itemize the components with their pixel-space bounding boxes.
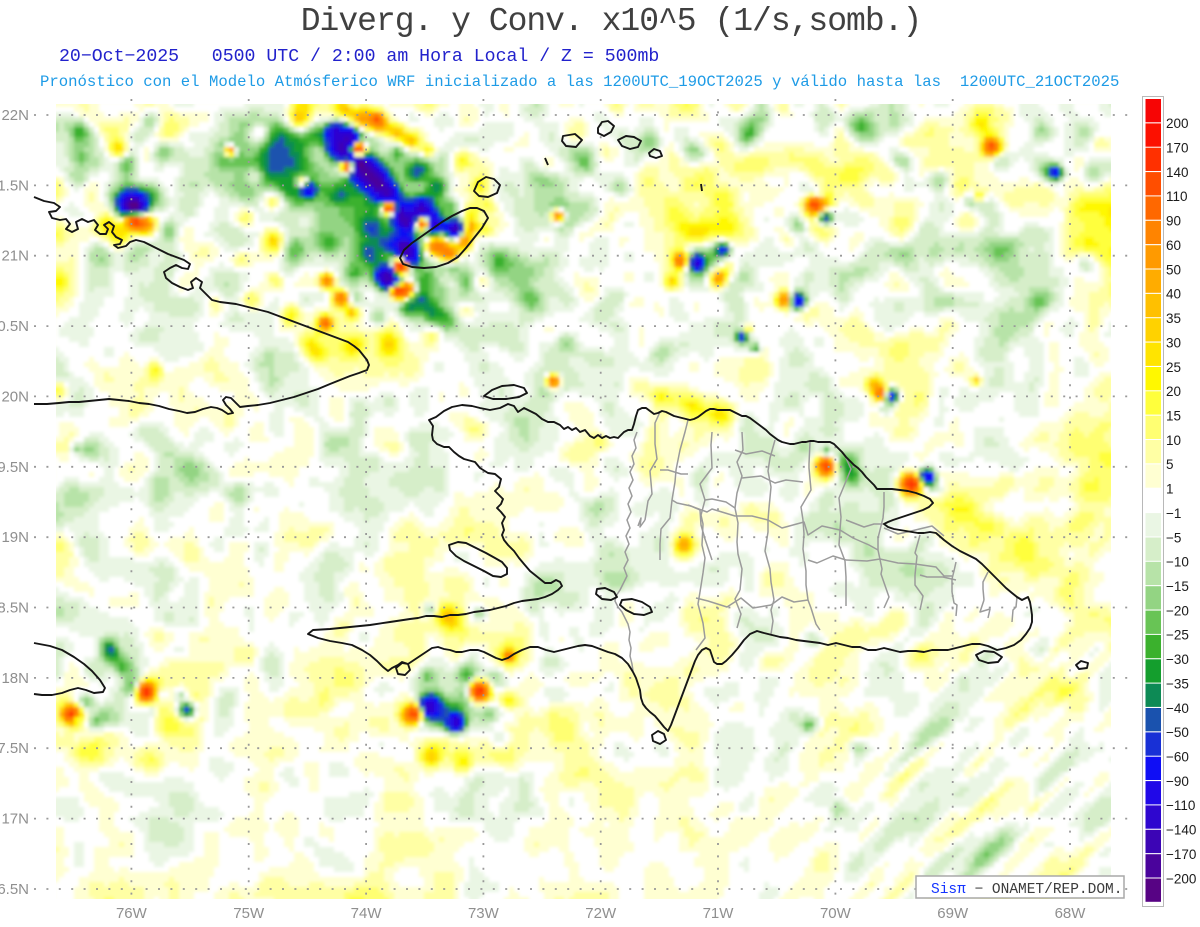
svg-text:10: 10 (1166, 433, 1181, 448)
svg-text:−140: −140 (1166, 823, 1196, 838)
svg-text:9.5N: 9.5N (0, 459, 29, 476)
svg-text:30: 30 (1166, 335, 1181, 350)
svg-text:18N: 18N (1, 670, 29, 687)
svg-text:8.5N: 8.5N (0, 600, 29, 617)
svg-text:40: 40 (1166, 287, 1181, 302)
svg-text:22N: 22N (1, 107, 29, 124)
svg-text:−20: −20 (1166, 603, 1189, 618)
svg-text:Diverg. y Conv. x10^5 (1/s,som: Diverg. y Conv. x10^5 (1/s,somb.) (301, 3, 922, 40)
svg-text:110: 110 (1166, 189, 1188, 204)
svg-text:−15: −15 (1166, 579, 1189, 594)
svg-text:20: 20 (1166, 384, 1181, 399)
svg-text:74W: 74W (351, 905, 383, 922)
svg-text:17N: 17N (1, 811, 29, 828)
svg-text:25: 25 (1166, 360, 1181, 375)
svg-text:−40: −40 (1166, 701, 1189, 716)
svg-text:90: 90 (1166, 214, 1181, 229)
svg-text:Sisπ − ONAMET/REP.DOM.: Sisπ − ONAMET/REP.DOM. (931, 882, 1122, 898)
svg-text:−30: −30 (1166, 652, 1189, 667)
svg-text:69W: 69W (937, 905, 969, 922)
svg-text:7.5N: 7.5N (0, 740, 29, 757)
svg-text:5: 5 (1166, 457, 1174, 472)
svg-text:−50: −50 (1166, 725, 1189, 740)
svg-text:72W: 72W (585, 905, 617, 922)
svg-text:75W: 75W (233, 905, 265, 922)
svg-text:−90: −90 (1166, 774, 1189, 789)
svg-text:20−Oct−2025 0500 UTC / 2:00: 20−Oct−2025 0500 UTC / 2:00 am Hora Loca… (59, 47, 659, 67)
svg-text:73W: 73W (468, 905, 500, 922)
svg-text:6.5N: 6.5N (0, 881, 29, 898)
svg-text:76W: 76W (116, 905, 148, 922)
svg-text:35: 35 (1166, 311, 1181, 326)
svg-text:1: 1 (1166, 482, 1174, 497)
svg-text:−10: −10 (1166, 555, 1189, 570)
svg-text:−60: −60 (1166, 750, 1189, 765)
svg-text:19N: 19N (1, 529, 29, 546)
svg-text:50: 50 (1166, 262, 1181, 277)
svg-text:60: 60 (1166, 238, 1181, 253)
svg-text:−200: −200 (1166, 871, 1196, 886)
svg-text:68W: 68W (1055, 905, 1087, 922)
svg-text:Pronóstico con el Modelo Atmós: Pronóstico con el Modelo Atmósferico WRF… (40, 73, 1119, 91)
svg-text:−110: −110 (1166, 798, 1195, 813)
svg-text:−25: −25 (1166, 628, 1189, 643)
svg-text:1.5N: 1.5N (0, 177, 29, 194)
svg-text:15: 15 (1166, 409, 1181, 424)
svg-text:200: 200 (1166, 116, 1189, 131)
svg-text:70W: 70W (820, 905, 852, 922)
svg-text:−35: −35 (1166, 676, 1189, 691)
svg-text:−170: −170 (1166, 847, 1196, 862)
svg-text:140: 140 (1166, 165, 1189, 180)
svg-text:−1: −1 (1166, 506, 1181, 521)
svg-text:71W: 71W (703, 905, 735, 922)
svg-text:0.5N: 0.5N (0, 318, 29, 335)
svg-text:20N: 20N (1, 388, 29, 405)
svg-text:21N: 21N (1, 248, 29, 265)
svg-text:−5: −5 (1166, 530, 1181, 545)
svg-text:170: 170 (1166, 141, 1189, 156)
